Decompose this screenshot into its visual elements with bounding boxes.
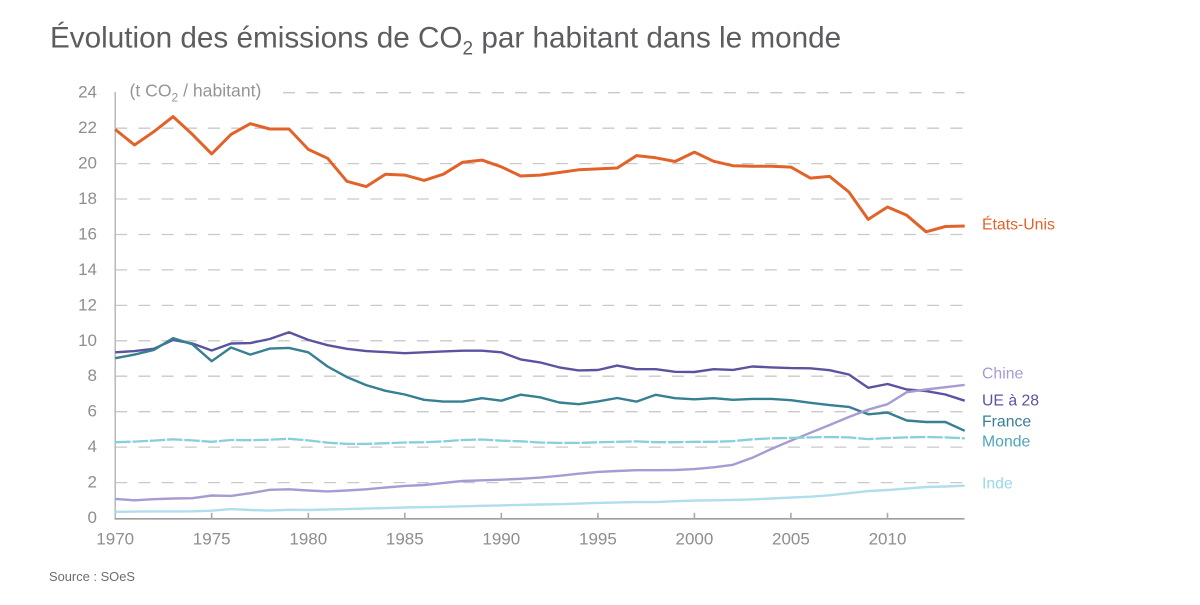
svg-text:24: 24 xyxy=(78,83,97,102)
svg-text:22: 22 xyxy=(78,118,97,137)
svg-text:États-Unis: États-Unis xyxy=(982,215,1055,234)
svg-text:Monde: Monde xyxy=(982,434,1031,451)
svg-text:18: 18 xyxy=(78,189,97,208)
svg-text:0: 0 xyxy=(88,508,97,527)
svg-text:UE à 28: UE à 28 xyxy=(982,393,1039,410)
svg-text:12: 12 xyxy=(78,295,97,314)
svg-text:4: 4 xyxy=(88,437,97,456)
svg-text:10: 10 xyxy=(78,331,97,350)
svg-text:8: 8 xyxy=(88,366,97,385)
svg-text:1995: 1995 xyxy=(579,530,617,549)
svg-text:Évolution des émissions de CO2: Évolution des émissions de CO2 par habit… xyxy=(50,22,841,60)
svg-text:1975: 1975 xyxy=(193,530,231,549)
svg-text:1990: 1990 xyxy=(482,530,520,549)
svg-text:2: 2 xyxy=(88,473,97,492)
svg-text:Chine: Chine xyxy=(982,366,1023,383)
svg-text:France: France xyxy=(982,414,1031,431)
svg-text:6: 6 xyxy=(88,402,97,421)
svg-text:2005: 2005 xyxy=(772,530,810,549)
svg-text:20: 20 xyxy=(78,154,97,173)
svg-text:14: 14 xyxy=(78,260,97,279)
svg-text:2000: 2000 xyxy=(675,530,713,549)
svg-text:Source : SOeS: Source : SOeS xyxy=(49,569,135,584)
svg-text:2010: 2010 xyxy=(869,530,907,549)
svg-text:1970: 1970 xyxy=(96,530,134,549)
svg-text:16: 16 xyxy=(78,225,97,244)
svg-text:1980: 1980 xyxy=(289,530,327,549)
svg-text:Inde: Inde xyxy=(982,476,1013,493)
svg-text:1985: 1985 xyxy=(386,530,424,549)
